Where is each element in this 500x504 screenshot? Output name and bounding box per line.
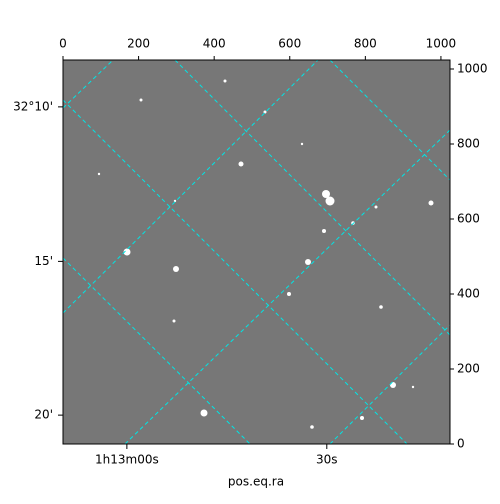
x-tick-label: 800: [354, 37, 377, 51]
world-y-tick-label: 15': [34, 254, 53, 268]
x-tick-label: 400: [203, 37, 226, 51]
x-tick-label: 0: [59, 37, 67, 51]
coordinate-grid: [63, 60, 450, 444]
y-tick-label: 1000: [457, 62, 488, 76]
y-tick-label: 600: [457, 212, 480, 226]
stars: [97, 79, 434, 429]
world-y-tick-label: 32°10': [13, 99, 53, 113]
x-tick-label: 1000: [426, 37, 457, 51]
world-x-tick-label: 1h13m00s: [95, 453, 159, 467]
world-y-tick-label: 20': [34, 408, 53, 422]
x-tick-label: 600: [278, 37, 301, 51]
y-tick-label: 0: [457, 437, 465, 451]
x-axis-label: pos.eq.ra: [228, 475, 284, 489]
y-tick-label: 400: [457, 287, 480, 301]
plot-frame: [62, 59, 451, 445]
world-x-tick-label: 30s: [316, 453, 338, 467]
y-tick-label: 200: [457, 362, 480, 376]
x-tick-label: 200: [127, 37, 150, 51]
y-tick-label: 800: [457, 137, 480, 151]
